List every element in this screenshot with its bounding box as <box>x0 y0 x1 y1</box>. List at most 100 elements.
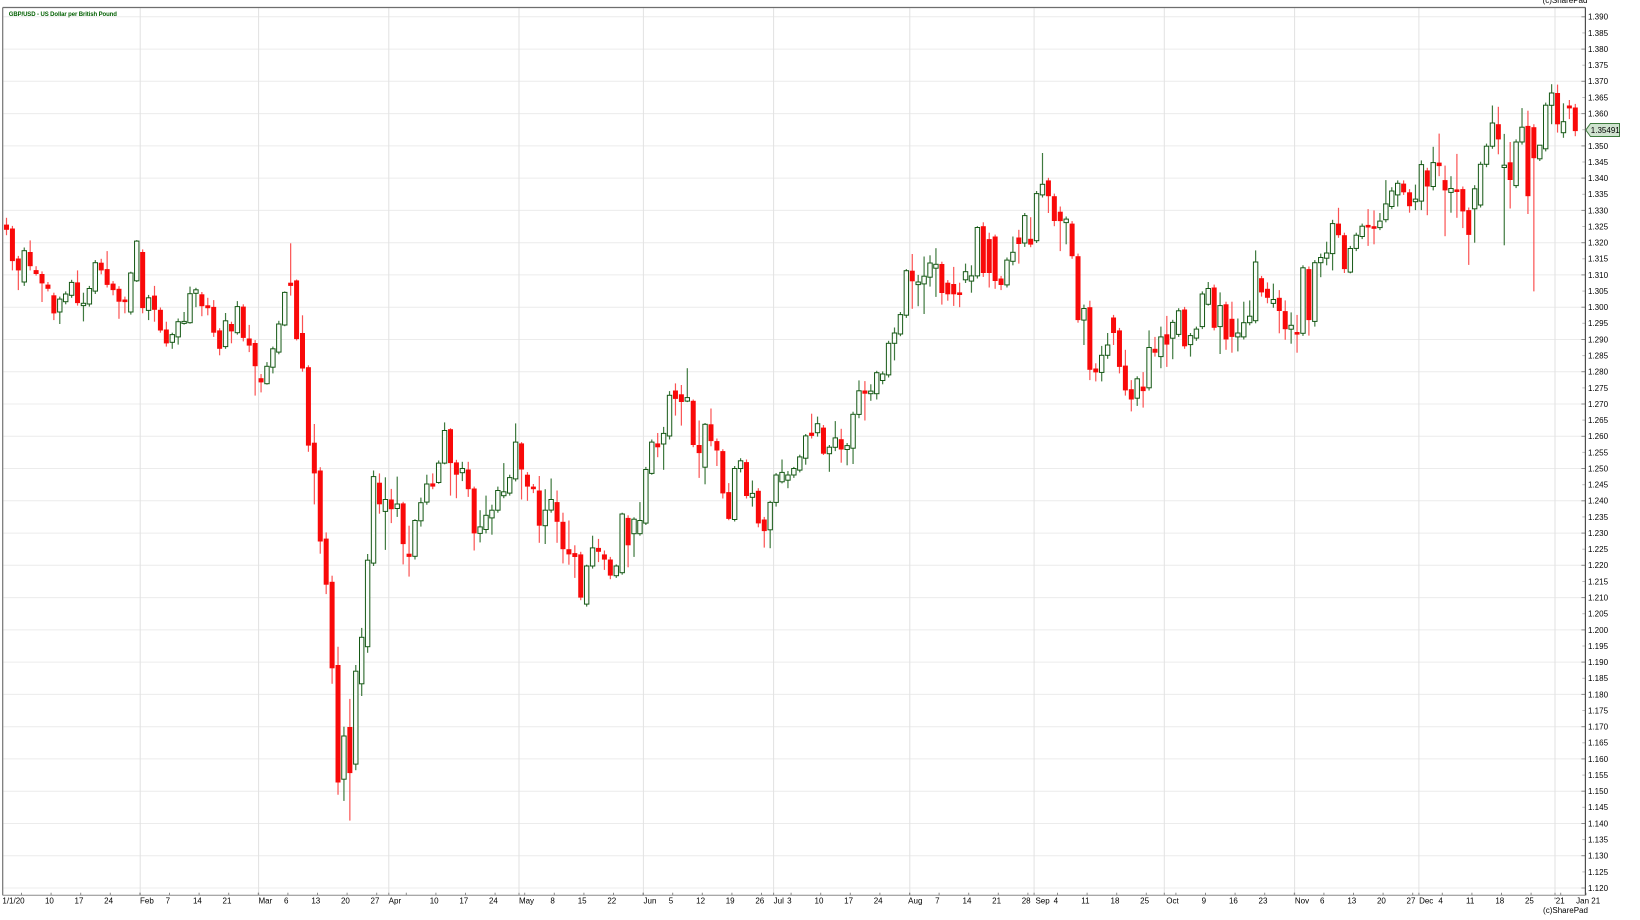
svg-text:18: 18 <box>1495 897 1504 906</box>
svg-text:1.120: 1.120 <box>1588 884 1609 893</box>
svg-text:6: 6 <box>1320 897 1325 906</box>
svg-text:Apr: Apr <box>389 897 402 906</box>
svg-text:1.235: 1.235 <box>1588 513 1609 522</box>
svg-text:13: 13 <box>1347 897 1356 906</box>
svg-text:1.215: 1.215 <box>1588 577 1609 586</box>
svg-text:1.305: 1.305 <box>1588 287 1609 296</box>
svg-text:Sep: Sep <box>1035 897 1050 906</box>
svg-text:1.275: 1.275 <box>1588 384 1609 393</box>
svg-text:1.200: 1.200 <box>1588 626 1609 635</box>
svg-text:1.255: 1.255 <box>1588 448 1609 457</box>
svg-text:1.125: 1.125 <box>1588 868 1609 877</box>
svg-text:Jun: Jun <box>644 897 657 906</box>
svg-text:1.160: 1.160 <box>1588 755 1609 764</box>
svg-text:1.380: 1.380 <box>1588 45 1609 54</box>
svg-text:(c)SharePad: (c)SharePad <box>1543 906 1588 915</box>
svg-text:Oct: Oct <box>1166 897 1179 906</box>
svg-text:May: May <box>519 897 534 906</box>
svg-text:14: 14 <box>193 897 202 906</box>
svg-text:1.170: 1.170 <box>1588 723 1609 732</box>
svg-text:Jul: Jul <box>774 897 784 906</box>
svg-text:1.325: 1.325 <box>1588 222 1609 231</box>
svg-text:10: 10 <box>430 897 439 906</box>
svg-text:1.315: 1.315 <box>1588 255 1609 264</box>
svg-text:GBP/USD - US Dollar per Britis: GBP/USD - US Dollar per British Pound <box>9 12 117 18</box>
svg-text:1.220: 1.220 <box>1588 561 1609 570</box>
svg-text:17: 17 <box>844 897 853 906</box>
svg-text:1.375: 1.375 <box>1588 61 1609 70</box>
svg-text:1.230: 1.230 <box>1588 529 1609 538</box>
svg-text:21: 21 <box>992 897 1001 906</box>
svg-text:27: 27 <box>1407 897 1416 906</box>
svg-text:1.250: 1.250 <box>1588 464 1609 473</box>
svg-text:1/1/20: 1/1/20 <box>2 897 25 906</box>
svg-text:19: 19 <box>726 897 735 906</box>
svg-text:1.270: 1.270 <box>1588 400 1609 409</box>
svg-text:10: 10 <box>815 897 824 906</box>
svg-text:1.320: 1.320 <box>1588 239 1609 248</box>
svg-text:1.145: 1.145 <box>1588 803 1609 812</box>
svg-text:Jan 21: Jan 21 <box>1576 897 1601 906</box>
svg-text:Nov: Nov <box>1295 897 1309 906</box>
svg-text:7: 7 <box>935 897 940 906</box>
svg-text:1.360: 1.360 <box>1588 110 1609 119</box>
svg-text:1.190: 1.190 <box>1588 658 1609 667</box>
svg-text:6: 6 <box>284 897 289 906</box>
svg-text:14: 14 <box>963 897 972 906</box>
svg-text:Feb: Feb <box>140 897 154 906</box>
svg-text:(c)SharePad: (c)SharePad <box>1543 0 1588 5</box>
svg-text:1.385: 1.385 <box>1588 29 1609 38</box>
svg-text:1.205: 1.205 <box>1588 610 1609 619</box>
svg-text:11: 11 <box>1466 897 1475 906</box>
svg-text:20: 20 <box>341 897 350 906</box>
svg-text:1.165: 1.165 <box>1588 739 1609 748</box>
svg-text:25: 25 <box>1525 897 1534 906</box>
svg-text:1.140: 1.140 <box>1588 819 1609 828</box>
svg-text:1.175: 1.175 <box>1588 706 1609 715</box>
svg-text:1.345: 1.345 <box>1588 158 1609 167</box>
svg-text:1.330: 1.330 <box>1588 206 1609 215</box>
svg-text:Aug: Aug <box>908 897 922 906</box>
svg-text:1.290: 1.290 <box>1588 335 1609 344</box>
svg-text:24: 24 <box>874 897 883 906</box>
svg-text:1.365: 1.365 <box>1588 93 1609 102</box>
svg-text:1.35491: 1.35491 <box>1591 126 1620 135</box>
svg-text:1.295: 1.295 <box>1588 319 1609 328</box>
svg-text:1.180: 1.180 <box>1588 690 1609 699</box>
svg-text:1.370: 1.370 <box>1588 77 1609 86</box>
svg-text:18: 18 <box>1111 897 1120 906</box>
svg-text:1.285: 1.285 <box>1588 352 1609 361</box>
svg-text:11: 11 <box>1081 897 1090 906</box>
svg-text:1.300: 1.300 <box>1588 303 1609 312</box>
svg-text:Mar: Mar <box>259 897 273 906</box>
svg-text:22: 22 <box>607 897 616 906</box>
svg-text:8: 8 <box>550 897 555 906</box>
svg-text:25: 25 <box>1140 897 1149 906</box>
svg-text:1.260: 1.260 <box>1588 432 1609 441</box>
svg-text:24: 24 <box>489 897 498 906</box>
svg-text:24: 24 <box>104 897 113 906</box>
svg-text:1.135: 1.135 <box>1588 836 1609 845</box>
svg-text:1.195: 1.195 <box>1588 642 1609 651</box>
svg-text:1.340: 1.340 <box>1588 174 1609 183</box>
svg-text:10: 10 <box>45 897 54 906</box>
svg-text:4: 4 <box>1054 897 1059 906</box>
svg-text:1.240: 1.240 <box>1588 497 1609 506</box>
svg-text:1.225: 1.225 <box>1588 545 1609 554</box>
svg-text:1.265: 1.265 <box>1588 416 1609 425</box>
svg-text:1.280: 1.280 <box>1588 368 1609 377</box>
svg-text:17: 17 <box>75 897 84 906</box>
svg-text:1.130: 1.130 <box>1588 852 1609 861</box>
svg-text:1.245: 1.245 <box>1588 481 1609 490</box>
svg-text:Dec: Dec <box>1419 897 1433 906</box>
svg-text:16: 16 <box>1229 897 1238 906</box>
svg-text:23: 23 <box>1259 897 1268 906</box>
svg-text:1.210: 1.210 <box>1588 594 1609 603</box>
svg-text:'21: '21 <box>1554 897 1565 906</box>
svg-text:1.335: 1.335 <box>1588 190 1609 199</box>
svg-text:4: 4 <box>1438 897 1443 906</box>
svg-text:1.155: 1.155 <box>1588 771 1609 780</box>
svg-text:13: 13 <box>311 897 320 906</box>
svg-text:20: 20 <box>1377 897 1386 906</box>
svg-text:1.150: 1.150 <box>1588 787 1609 796</box>
